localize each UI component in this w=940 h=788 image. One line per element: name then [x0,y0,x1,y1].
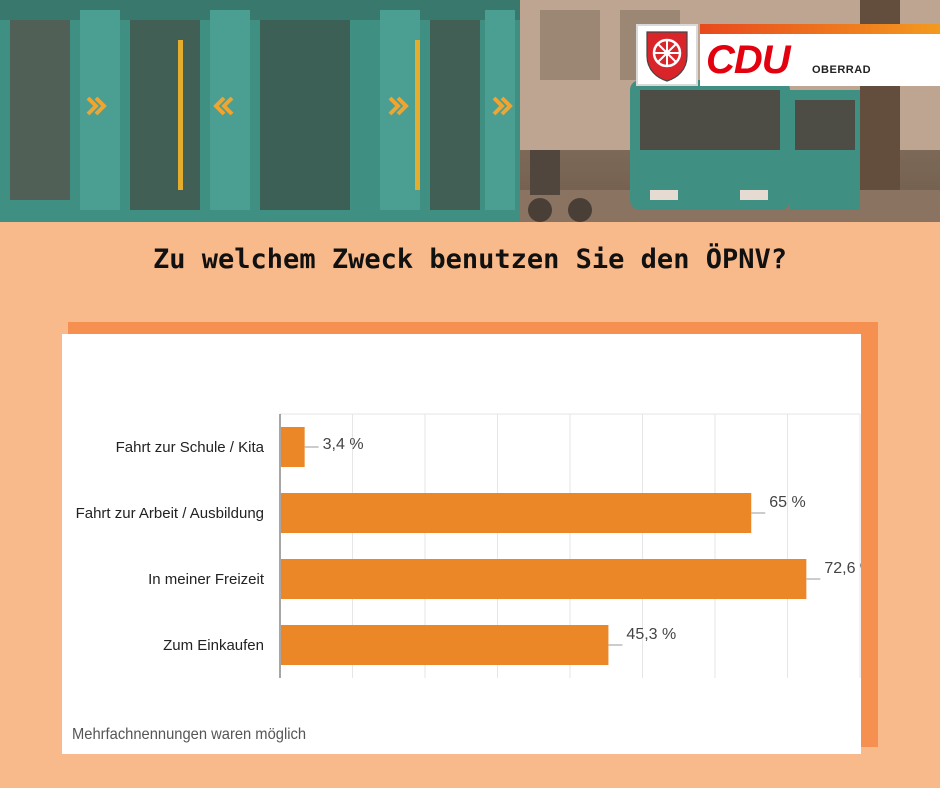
brand-subtitle: OBERRAD [812,64,872,76]
brand-stripe [700,24,940,34]
category-label: Zum Einkaufen [163,637,264,654]
brand-box: CDU OBERRAD [700,24,940,86]
bar [281,493,752,533]
footnote: Mehrfachnennungen waren möglich [72,726,307,743]
coat-of-arms-icon [636,24,698,86]
chart-card: Fahrt zur Schule / Kita 3,4 % Fahrt zur Ar… [62,334,861,754]
data-label: 65 % [769,494,805,511]
category-label: In meiner Freizeit [148,571,265,588]
cdu-oberrad-logo: CDU OBERRAD [636,24,940,86]
data-label: 45,3 % [626,626,676,643]
category-label: Fahrt zur Arbeit / Ausbildung [76,505,264,522]
data-label: 3,4 % [323,436,364,453]
category-label: Fahrt zur Schule / Kita [116,439,265,456]
bar [281,559,807,599]
bar-chart: Fahrt zur Schule / Kita 3,4 % Fahrt zur Ar… [76,413,861,678]
page-title: Zu welchem Zweck benutzen Sie den ÖPNV? [153,244,787,275]
bar [281,427,305,467]
data-label: 72,6 % [824,560,861,577]
bar [281,625,609,665]
brand-name: CDU [706,38,791,82]
